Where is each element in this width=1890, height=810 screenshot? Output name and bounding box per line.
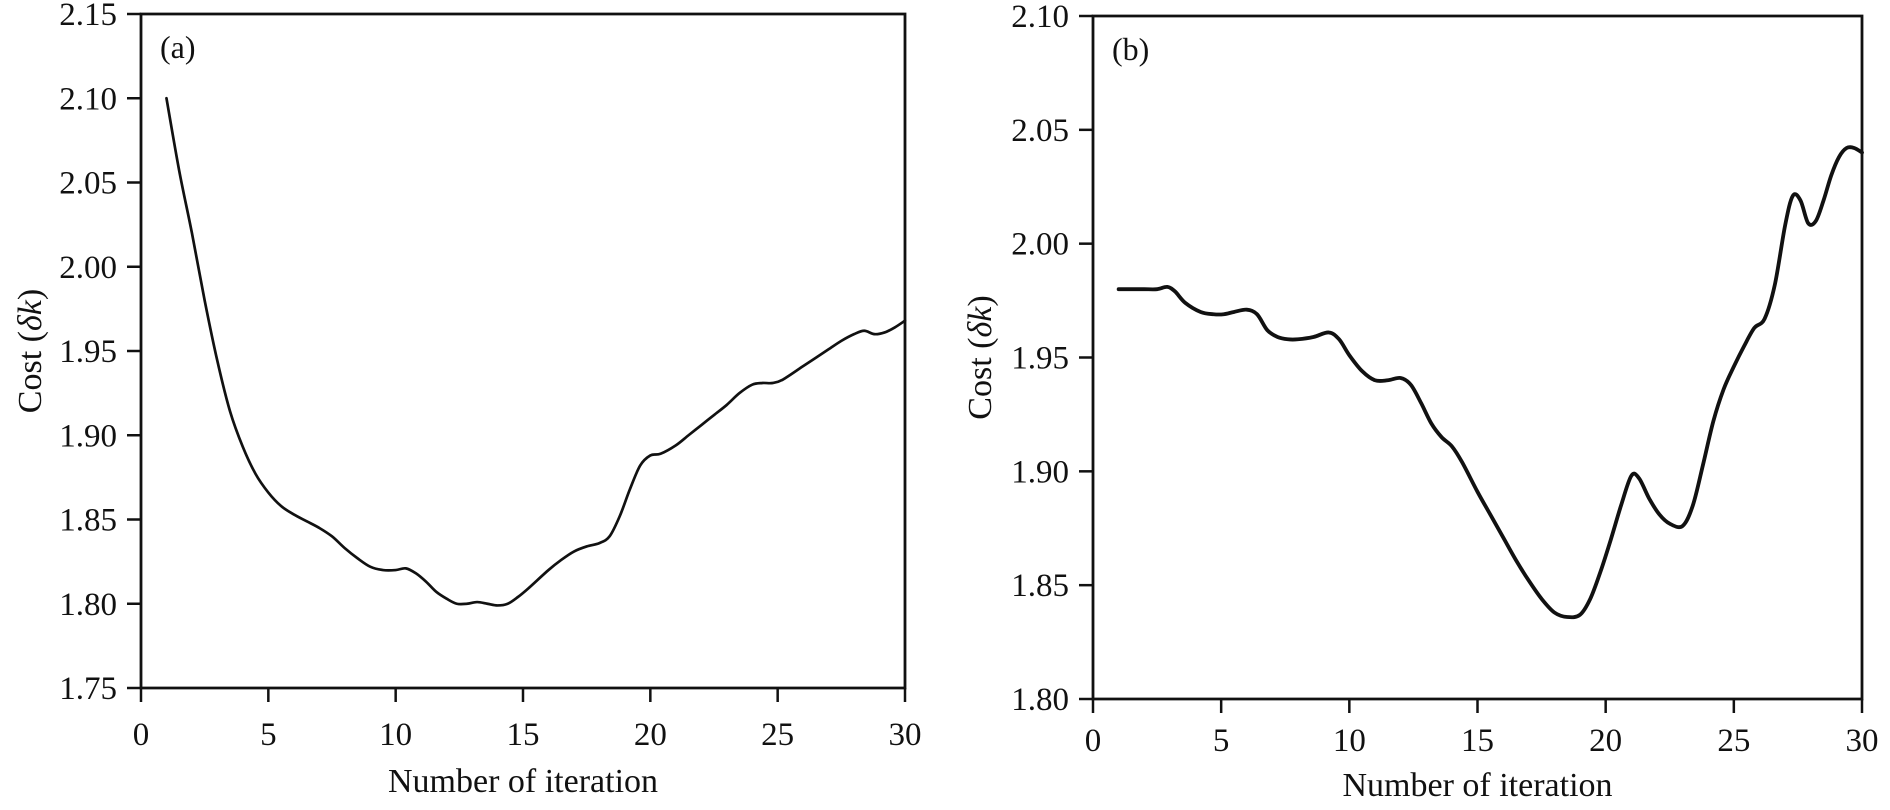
y-axis-title: Cost (δk) — [962, 295, 999, 419]
chart-panel-b: 1.80 1.85 1.90 1.95 2.00 2.05 2.10 0 5 10 15 20 25 30… — [945, 0, 1890, 805]
x-tick-label: 5 — [1213, 723, 1230, 759]
chart-a-svg: 1.75 1.80 1.85 1.90 1.95 2.00 2.05 2.10 2.15 0 5 10… — [12, 0, 922, 800]
y-axis-title: Cost (δk) — [12, 289, 49, 413]
x-tick-label: 0 — [1085, 723, 1102, 759]
cost-curve — [1116, 145, 1864, 620]
y-tick-label: 2.00 — [59, 250, 117, 286]
x-axis-title: Number of iteration — [388, 763, 658, 800]
cost-curve — [165, 96, 907, 607]
panel-label: (a) — [160, 29, 196, 65]
y-tick-label: 1.80 — [1011, 682, 1069, 718]
x-tick-label: 0 — [133, 717, 150, 753]
x-tick-label: 15 — [507, 717, 540, 753]
y-tick-label: 1.95 — [59, 334, 117, 370]
panel-label: (b) — [1112, 31, 1149, 67]
y-tick-label: 2.10 — [59, 81, 117, 117]
y-tick-label: 2.15 — [59, 0, 117, 33]
y-tick-label: 2.10 — [1011, 0, 1069, 35]
x-tick-label: 30 — [1846, 723, 1879, 759]
x-tick-label: 20 — [634, 717, 667, 753]
chart-b-svg: 1.80 1.85 1.90 1.95 2.00 2.05 2.10 0 5 10 15 20 25 30… — [962, 0, 1879, 804]
y-tick-label: 1.75 — [59, 671, 117, 707]
y-tick-label: 1.95 — [1011, 341, 1069, 377]
y-tick-label: 1.85 — [1011, 568, 1069, 604]
chart-panel-a: 1.75 1.80 1.85 1.90 1.95 2.00 2.05 2.10 2.15 0 5 10… — [0, 0, 945, 805]
y-tick-label: 1.80 — [59, 587, 117, 623]
plot-frame — [139, 12, 907, 690]
x-axis-title: Number of iteration — [1342, 767, 1612, 804]
x-tick-label: 25 — [1717, 723, 1750, 759]
y-tick-label: 1.90 — [1011, 454, 1069, 490]
y-tick-label: 2.05 — [59, 166, 117, 202]
x-tick-label: 15 — [1461, 723, 1494, 759]
plot-frame — [1091, 14, 1864, 701]
x-tick-label: 10 — [1333, 723, 1366, 759]
x-tick-label: 20 — [1589, 723, 1622, 759]
y-tick-label: 2.05 — [1011, 113, 1069, 149]
x-tick-label: 10 — [379, 717, 412, 753]
x-tick-label: 5 — [260, 717, 277, 753]
y-tick-label: 1.90 — [59, 418, 117, 454]
x-tick-label: 30 — [889, 717, 922, 753]
y-tick-label: 1.85 — [59, 503, 117, 539]
y-tick-label: 2.00 — [1011, 227, 1069, 263]
x-tick-label: 25 — [761, 717, 794, 753]
